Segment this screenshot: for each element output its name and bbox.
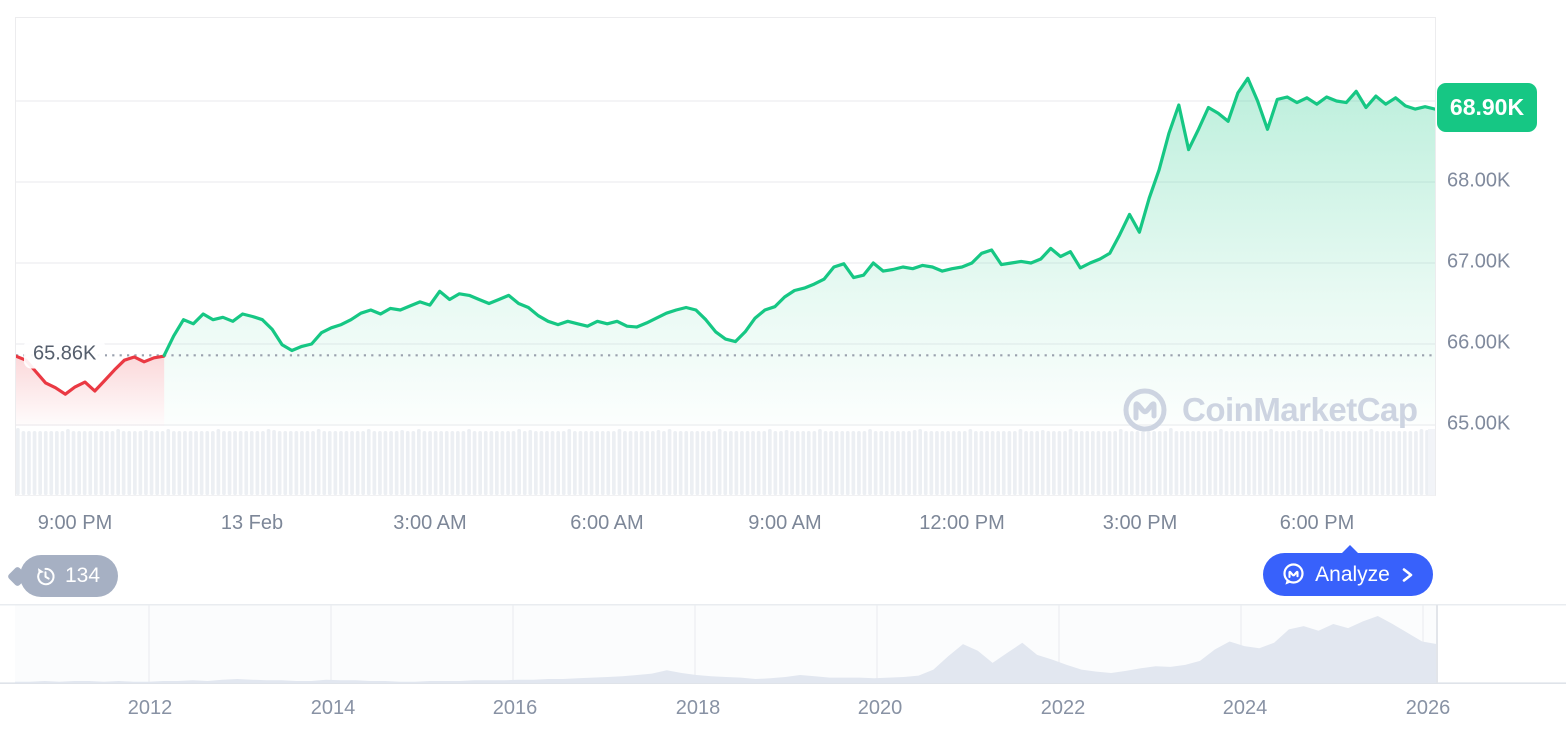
price-chart-canvas[interactable]	[16, 18, 1435, 495]
analyze-label: Analyze	[1315, 562, 1390, 586]
x-axis-label: 3:00 PM	[1102, 512, 1178, 534]
year-label: 2018	[675, 697, 721, 719]
y-axis-label: 66.00K	[1447, 331, 1511, 354]
year-label: 2014	[310, 697, 356, 719]
analyze-tooltip-arrow	[1341, 545, 1359, 554]
watermark-text: CoinMarketCap	[1182, 391, 1418, 428]
badge-pill: 134	[20, 555, 119, 597]
history-clock-icon	[37, 567, 55, 585]
coinmarketcap-watermark: CoinMarketCap	[1121, 386, 1418, 434]
chevron-right-icon	[1402, 567, 1413, 582]
y-axis-label: 67.00K	[1447, 250, 1511, 273]
y-axis-label: 68.00K	[1447, 169, 1511, 192]
mini-chart-canvas[interactable]	[0, 604, 1566, 684]
year-label: 2024	[1222, 697, 1268, 719]
analyze-button[interactable]: Analyze	[1263, 545, 1433, 596]
year-label: 2012	[127, 697, 173, 719]
date-range-mini-chart[interactable]	[0, 604, 1566, 684]
year-label: 2026	[1405, 697, 1451, 719]
x-axis-label: 13 Feb	[220, 512, 284, 534]
x-axis-label: 6:00 AM	[570, 512, 644, 534]
x-axis-label: 6:00 PM	[1279, 512, 1355, 534]
coinmarketcap-bubble-icon	[1283, 563, 1304, 585]
year-label: 2016	[492, 697, 538, 719]
open-price-label: 65.86K	[24, 339, 106, 369]
coinmarketcap-logo-icon	[1123, 388, 1167, 432]
year-label: 2020	[857, 697, 903, 719]
history-count: 134	[65, 564, 101, 587]
x-axis-label: 3:00 AM	[393, 512, 467, 534]
x-axis-label: 12:00 PM	[919, 512, 1005, 534]
current-price-badge: 68.90K	[1437, 83, 1537, 132]
x-axis-label: 9:00 PM	[37, 512, 113, 534]
price-chart-card: CoinMarketCap 65.86K	[15, 17, 1436, 496]
y-axis-label: 65.00K	[1447, 412, 1511, 435]
year-label: 2022	[1040, 697, 1086, 719]
x-axis-label: 9:00 AM	[748, 512, 822, 534]
